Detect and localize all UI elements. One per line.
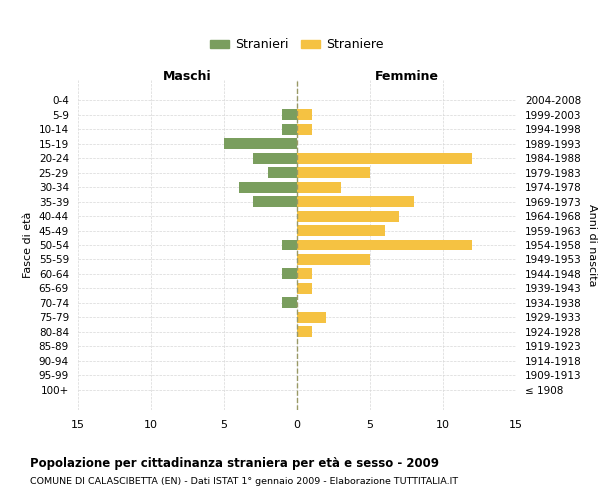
- Bar: [297, 196, 414, 207]
- Bar: [283, 240, 297, 250]
- Bar: [297, 254, 370, 265]
- Legend: Stranieri, Straniere: Stranieri, Straniere: [205, 34, 389, 56]
- Bar: [297, 240, 472, 250]
- Bar: [224, 138, 297, 149]
- Bar: [283, 298, 297, 308]
- Bar: [297, 225, 385, 236]
- Bar: [253, 196, 297, 207]
- Text: COMUNE DI CALASCIBETTA (EN) - Dati ISTAT 1° gennaio 2009 - Elaborazione TUTTITAL: COMUNE DI CALASCIBETTA (EN) - Dati ISTAT…: [30, 478, 458, 486]
- Bar: [268, 168, 297, 178]
- Text: Maschi: Maschi: [163, 70, 212, 83]
- Bar: [283, 110, 297, 120]
- Bar: [297, 153, 472, 164]
- Bar: [297, 312, 326, 322]
- Bar: [297, 182, 341, 192]
- Bar: [297, 110, 311, 120]
- Text: Popolazione per cittadinanza straniera per età e sesso - 2009: Popolazione per cittadinanza straniera p…: [30, 458, 439, 470]
- Bar: [297, 283, 311, 294]
- Y-axis label: Fasce di età: Fasce di età: [23, 212, 33, 278]
- Bar: [239, 182, 297, 192]
- Bar: [297, 210, 399, 222]
- Bar: [253, 153, 297, 164]
- Y-axis label: Anni di nascita: Anni di nascita: [587, 204, 598, 286]
- Text: Femmine: Femmine: [374, 70, 439, 83]
- Bar: [297, 168, 370, 178]
- Bar: [297, 268, 311, 280]
- Bar: [297, 124, 311, 135]
- Bar: [283, 268, 297, 280]
- Bar: [283, 124, 297, 135]
- Bar: [297, 326, 311, 337]
